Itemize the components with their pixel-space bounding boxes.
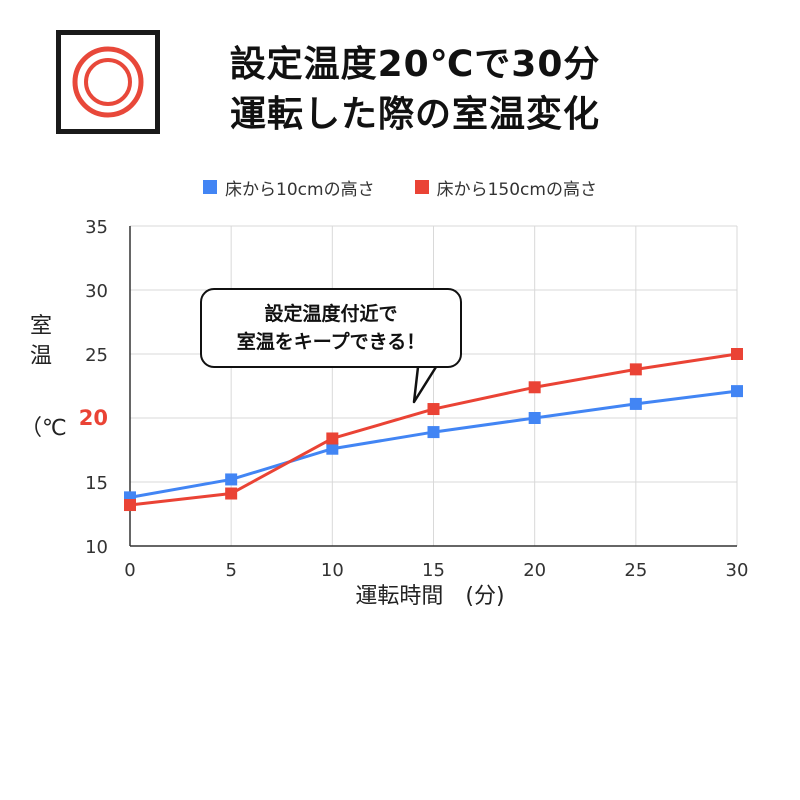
- y-axis-title-char-2: 温: [29, 344, 52, 369]
- heater-rings-icon: [56, 30, 160, 134]
- page-title: 設定温度20℃で30分 運転した際の室温変化: [185, 40, 645, 140]
- data-point-red: [225, 487, 238, 500]
- data-point-blue: [225, 473, 238, 486]
- annotation-line-1: 設定温度付近で: [264, 303, 398, 325]
- x-tick-label: 5: [225, 560, 236, 581]
- annotation-line-2: 室温をキープできる！: [236, 331, 426, 353]
- legend-item-red: 床から150cmの高さ: [414, 175, 597, 200]
- y-tick-label: 20: [79, 406, 108, 430]
- x-tick-label: 25: [624, 560, 647, 581]
- y-tick-label: 25: [85, 345, 108, 366]
- x-axis-title: 運転時間 (分): [355, 584, 505, 609]
- x-tick-label: 30: [726, 560, 749, 581]
- data-point-blue: [629, 397, 642, 410]
- chart-legend: 床から10cmの高さ 床から150cmの高さ: [0, 175, 800, 200]
- data-point-red: [427, 403, 440, 416]
- data-point-blue: [326, 442, 339, 455]
- legend-label-red: 床から150cmの高さ: [436, 179, 597, 200]
- title-line-2: 運転した際の室温変化: [229, 94, 600, 135]
- legend-swatch-blue: [203, 180, 218, 194]
- data-point-red: [629, 363, 642, 376]
- legend-label-blue: 床から10cmの高さ: [225, 179, 375, 200]
- title-line-1: 設定温度20℃で30分: [229, 44, 601, 85]
- y-axis-unit: （℃: [20, 416, 67, 441]
- y-tick-label: 30: [85, 281, 108, 302]
- data-point-red: [326, 432, 339, 445]
- x-tick-label: 10: [321, 560, 344, 581]
- data-point-red: [124, 499, 136, 512]
- legend-item-blue: 床から10cmの高さ: [203, 175, 375, 200]
- data-point-blue: [731, 385, 743, 398]
- y-tick-label: 15: [85, 473, 108, 494]
- y-axis-title-char-1: 室: [29, 314, 52, 339]
- data-point-blue: [528, 412, 541, 424]
- y-tick-label: 35: [85, 217, 108, 238]
- y-axis-title: 室 温: [26, 312, 56, 372]
- annotation-bubble: 設定温度付近で 室温をキープできる！: [200, 288, 462, 368]
- x-tick-label: 20: [523, 560, 546, 581]
- data-point-blue: [427, 426, 440, 439]
- data-point-red: [731, 348, 743, 360]
- x-tick-label: 0: [124, 560, 135, 581]
- y-tick-label: 10: [85, 537, 108, 558]
- data-point-red: [528, 381, 541, 394]
- x-tick-label: 15: [422, 560, 445, 581]
- annotation-tail: [412, 366, 438, 404]
- legend-swatch-red: [414, 180, 429, 194]
